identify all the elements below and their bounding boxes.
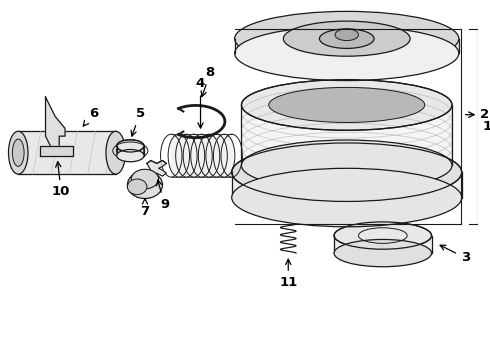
Text: 3: 3 — [440, 245, 470, 265]
Ellipse shape — [117, 149, 144, 162]
Polygon shape — [46, 97, 65, 156]
Ellipse shape — [235, 26, 459, 81]
Ellipse shape — [117, 140, 144, 152]
Polygon shape — [147, 161, 167, 176]
Polygon shape — [232, 172, 462, 198]
Ellipse shape — [8, 131, 28, 174]
Text: 5: 5 — [131, 107, 145, 136]
Text: 4: 4 — [196, 77, 205, 128]
Text: 7: 7 — [141, 199, 149, 218]
Ellipse shape — [283, 21, 410, 56]
Ellipse shape — [127, 179, 147, 195]
Ellipse shape — [232, 168, 462, 227]
Text: 8: 8 — [201, 66, 215, 96]
Ellipse shape — [319, 29, 374, 48]
Ellipse shape — [235, 12, 459, 66]
Ellipse shape — [127, 171, 163, 198]
Polygon shape — [117, 146, 144, 156]
Polygon shape — [235, 39, 459, 53]
Text: 1: 1 — [482, 120, 490, 133]
Ellipse shape — [269, 87, 425, 122]
Polygon shape — [172, 134, 232, 177]
Text: 9: 9 — [157, 180, 169, 211]
Text: 2: 2 — [480, 108, 490, 121]
Polygon shape — [242, 105, 452, 165]
Ellipse shape — [117, 140, 144, 161]
Polygon shape — [40, 146, 73, 156]
Polygon shape — [18, 131, 116, 174]
Text: 10: 10 — [52, 162, 71, 198]
Ellipse shape — [242, 140, 452, 191]
Polygon shape — [334, 235, 432, 253]
Ellipse shape — [12, 139, 24, 166]
Ellipse shape — [334, 239, 432, 267]
Text: 11: 11 — [279, 259, 297, 289]
Ellipse shape — [106, 131, 125, 174]
Ellipse shape — [335, 29, 358, 41]
Ellipse shape — [232, 143, 462, 202]
Ellipse shape — [131, 169, 159, 189]
Ellipse shape — [334, 222, 432, 249]
Text: 6: 6 — [83, 107, 98, 126]
Ellipse shape — [242, 80, 452, 130]
